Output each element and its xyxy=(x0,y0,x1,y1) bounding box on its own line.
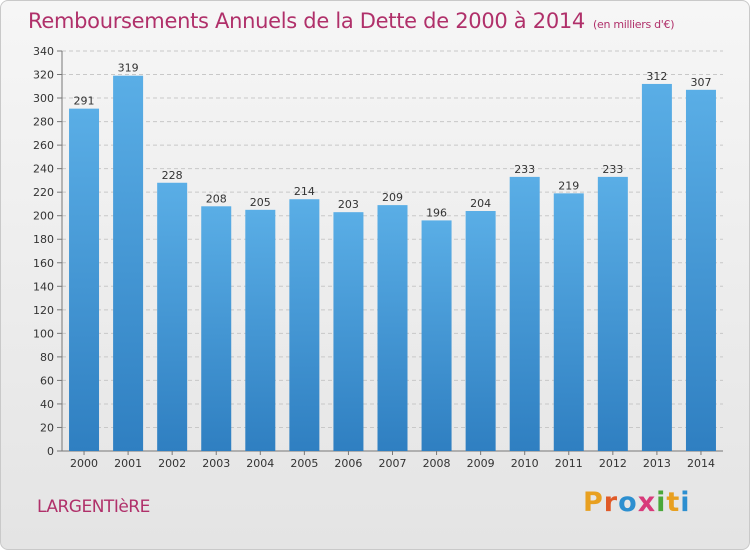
y-tick-label: 340 xyxy=(33,45,54,58)
x-tick-label: 2006 xyxy=(334,457,362,470)
y-tick-label: 280 xyxy=(33,116,54,129)
x-tick-label: 2003 xyxy=(202,457,230,470)
logo-letter: o xyxy=(618,487,638,518)
x-tick-label: 2012 xyxy=(599,457,627,470)
bar xyxy=(157,182,188,451)
x-tick-label: 2002 xyxy=(158,457,186,470)
data-label: 204 xyxy=(470,197,491,210)
bar xyxy=(377,205,408,451)
x-tick-label: 2005 xyxy=(290,457,318,470)
bar xyxy=(69,108,100,451)
bar xyxy=(113,75,144,452)
bar xyxy=(685,89,716,451)
y-tick-label: 80 xyxy=(40,351,54,364)
logo-letter: P xyxy=(583,487,604,518)
x-tick-label: 2004 xyxy=(246,457,274,470)
logo-letter: t xyxy=(666,487,681,518)
y-tick-label: 220 xyxy=(33,186,54,199)
y-tick-label: 160 xyxy=(33,257,54,270)
x-tick-label: 2007 xyxy=(379,457,407,470)
x-tick-label: 2001 xyxy=(114,457,142,470)
data-label: 228 xyxy=(162,169,183,182)
logo-letter: r xyxy=(603,487,619,518)
bar xyxy=(333,212,364,451)
bar xyxy=(465,211,496,451)
data-label: 219 xyxy=(558,179,579,192)
chart-title-text: Remboursements Annuels de la Dette de 20… xyxy=(28,9,585,33)
data-label: 319 xyxy=(118,62,139,75)
x-tick-label: 2010 xyxy=(511,457,539,470)
data-label: 312 xyxy=(646,70,667,83)
bar xyxy=(641,83,672,452)
bar xyxy=(245,209,276,451)
data-label: 205 xyxy=(250,196,271,209)
y-tick-label: 200 xyxy=(33,210,54,223)
chart-unit: (en milliers d'€) xyxy=(593,18,675,31)
x-tick-label: 2011 xyxy=(555,457,583,470)
y-tick-label: 100 xyxy=(33,327,54,340)
bar xyxy=(553,193,584,451)
x-tick-label: 2013 xyxy=(643,457,671,470)
proxiti-logo: Proxiti xyxy=(583,487,691,518)
chart-title: Remboursements Annuels de la Dette de 20… xyxy=(28,9,674,33)
y-tick-label: 180 xyxy=(33,233,54,246)
y-tick-label: 60 xyxy=(40,374,54,387)
bar xyxy=(289,199,320,451)
data-label: 291 xyxy=(74,95,95,108)
y-tick-label: 0 xyxy=(47,445,54,458)
x-tick-label: 2014 xyxy=(687,457,715,470)
city-name: LARGENTIèRE xyxy=(37,497,150,517)
y-tick-label: 260 xyxy=(33,139,54,152)
logo-letter: x xyxy=(637,487,657,518)
y-tick-label: 40 xyxy=(40,398,54,411)
data-label: 196 xyxy=(426,206,447,219)
x-tick-label: 2008 xyxy=(423,457,451,470)
data-label: 233 xyxy=(602,163,623,176)
logo-letter: i xyxy=(680,487,691,518)
bar xyxy=(509,176,540,451)
y-tick-label: 120 xyxy=(33,304,54,317)
x-tick-label: 2000 xyxy=(70,457,98,470)
data-label: 208 xyxy=(206,192,227,205)
y-tick-label: 300 xyxy=(33,92,54,105)
y-tick-label: 320 xyxy=(33,69,54,82)
bar xyxy=(597,176,628,451)
bar xyxy=(201,206,232,451)
data-label: 214 xyxy=(294,185,315,198)
data-label: 203 xyxy=(338,198,359,211)
y-tick-label: 240 xyxy=(33,163,54,176)
data-label: 233 xyxy=(514,163,535,176)
bar xyxy=(421,220,452,451)
data-label: 209 xyxy=(382,191,403,204)
y-tick-label: 140 xyxy=(33,280,54,293)
x-tick-label: 2009 xyxy=(467,457,495,470)
logo-letter: i xyxy=(656,487,667,518)
data-label: 307 xyxy=(690,76,711,89)
y-tick-label: 20 xyxy=(40,421,54,434)
